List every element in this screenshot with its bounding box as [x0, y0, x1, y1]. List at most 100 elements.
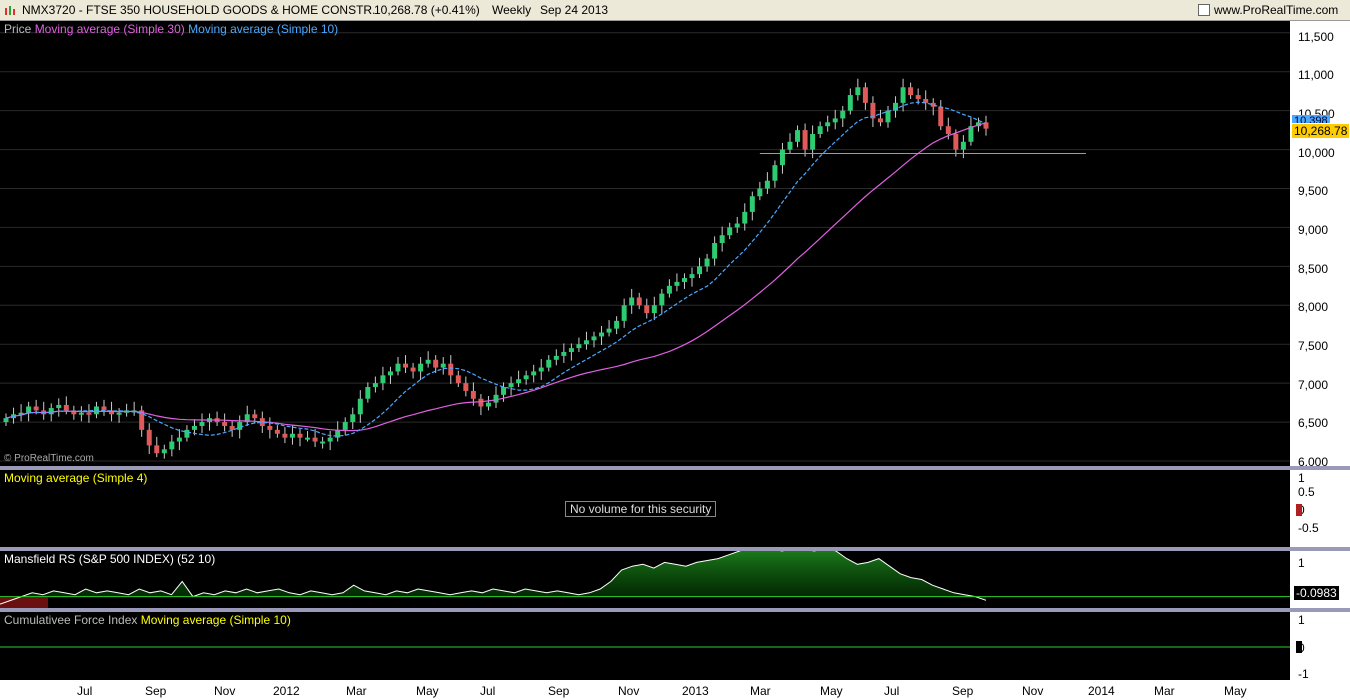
price-y-tick: 6,500: [1298, 416, 1329, 430]
x-axis[interactable]: Jul Sep Nov 2012 Mar May Jul Sep Nov 201…: [0, 680, 1350, 700]
candle-body: [335, 429, 341, 438]
ma30-legend[interactable]: Moving average (Simple 30): [34, 22, 185, 36]
cfi-ma-legend[interactable]: Moving average (Simple 10): [140, 613, 291, 627]
candle-body: [719, 235, 725, 243]
window-title-bar: NMX3720 - FTSE 350 HOUSEHOLD GOODS & HOM…: [0, 0, 1350, 21]
price-y-tick: 10,000: [1298, 146, 1335, 160]
candle-body: [629, 297, 635, 306]
candle-body: [945, 126, 951, 134]
window-restore-button[interactable]: [1198, 4, 1210, 16]
candle-body: [523, 375, 529, 380]
site-link[interactable]: www.ProRealTime.com: [1214, 3, 1339, 17]
candle-body: [199, 422, 205, 426]
candle-body: [606, 328, 612, 333]
candle-body: [614, 320, 620, 329]
candle-body: [877, 118, 883, 123]
candle-body: [583, 340, 589, 345]
candle-body: [553, 355, 559, 360]
candle-body: [666, 285, 672, 294]
candle-body: [380, 375, 386, 384]
candle-body: [146, 429, 152, 446]
rs-title[interactable]: Mansfield RS (S&P 500 INDEX) (52 10): [4, 552, 216, 566]
candle-body: [448, 363, 454, 376]
candle-body: [757, 188, 763, 197]
candle-body: [327, 437, 333, 442]
candle-body: [478, 398, 484, 407]
candle-body: [968, 126, 974, 142]
candle-body: [425, 359, 431, 364]
candle-body: [938, 106, 944, 127]
panel-separator[interactable]: [0, 608, 1350, 612]
x-tick: Sep: [548, 684, 570, 698]
no-volume-message: No volume for this security: [565, 501, 717, 517]
candle-body: [139, 410, 145, 430]
x-tick: Jul: [480, 684, 496, 698]
candle-body: [681, 278, 687, 282]
x-tick: Nov: [214, 684, 236, 698]
candle-body: [191, 425, 197, 430]
rs-panel[interactable]: Mansfield RS (S&P 500 INDEX) (52 10): [0, 551, 1290, 608]
volume-y-tick: 1: [1298, 471, 1305, 485]
candle-body: [433, 359, 439, 368]
candle-body: [297, 433, 303, 438]
last-price-badge: 10,268.78: [1292, 124, 1350, 138]
cfi-y-axis[interactable]: 1 0 -1: [1290, 612, 1350, 681]
candle-body: [470, 390, 476, 399]
candle-body: [538, 367, 544, 372]
candle-body: [825, 122, 831, 127]
candle-body: [591, 336, 597, 341]
volume-y-axis[interactable]: 1 0.5 0 -0.5: [1290, 470, 1350, 547]
x-tick: Sep: [145, 684, 167, 698]
price-y-tick: 11,000: [1298, 68, 1334, 82]
candle-body: [320, 441, 326, 444]
volume-panel[interactable]: Moving average (Simple 4) No volume for …: [0, 470, 1290, 547]
candle-body: [18, 412, 24, 415]
candle-body: [953, 134, 959, 150]
candle-body: [516, 379, 522, 384]
candle-body: [697, 266, 703, 275]
price-y-tick: 9,000: [1298, 223, 1329, 237]
candle-body: [312, 437, 318, 442]
candle-body: [305, 437, 311, 440]
candle-body: [689, 274, 695, 279]
candle-body: [712, 243, 718, 259]
volume-y-tick: 0.5: [1298, 485, 1315, 499]
candle-body: [342, 422, 348, 430]
volume-y-tick: -0.5: [1298, 521, 1319, 535]
candle-body: [659, 293, 665, 306]
candle-body: [501, 387, 507, 395]
candle-body: [184, 429, 190, 438]
rs-value-badge: -0.0983: [1294, 586, 1339, 600]
candle-body: [71, 410, 77, 415]
candle-body: [365, 387, 371, 399]
candle-body: [779, 149, 785, 166]
candle-body: [900, 87, 906, 103]
cfi-title[interactable]: Cumulativee Force Index: [4, 613, 138, 627]
candle-body: [289, 433, 295, 438]
price-y-tick: 7,500: [1298, 339, 1329, 353]
rs-y-axis[interactable]: 1 -0.0983: [1290, 551, 1350, 608]
price-panel[interactable]: Price Moving average (Simple 30) Moving …: [0, 21, 1290, 467]
x-tick: Mar: [750, 684, 771, 698]
x-tick: 2013: [682, 684, 709, 698]
x-tick: 2014: [1088, 684, 1115, 698]
candle-body: [63, 404, 69, 411]
price-y-tick: 11,500: [1298, 30, 1334, 44]
candle-body: [161, 449, 167, 454]
panel-separator[interactable]: [0, 547, 1350, 551]
candle-body: [908, 87, 914, 96]
candle-body: [923, 98, 929, 103]
candle-body: [795, 130, 801, 142]
candle-body: [915, 95, 921, 99]
candle-body: [387, 371, 393, 376]
ma10-legend[interactable]: Moving average (Simple 10): [188, 22, 339, 36]
period-label[interactable]: Weekly: [492, 3, 532, 17]
volume-ma-title[interactable]: Moving average (Simple 4): [4, 471, 148, 485]
candle-body: [734, 223, 740, 228]
candle-body: [222, 422, 228, 426]
price-y-axis[interactable]: 11,500 11,000 10,500 10,000 9,500 9,000 …: [1290, 21, 1350, 469]
ma10-line: [5, 101, 987, 437]
panel-separator[interactable]: [0, 466, 1350, 470]
cfi-panel[interactable]: Cumulativee Force Index Moving average (…: [0, 612, 1290, 680]
candle-body: [749, 196, 755, 212]
